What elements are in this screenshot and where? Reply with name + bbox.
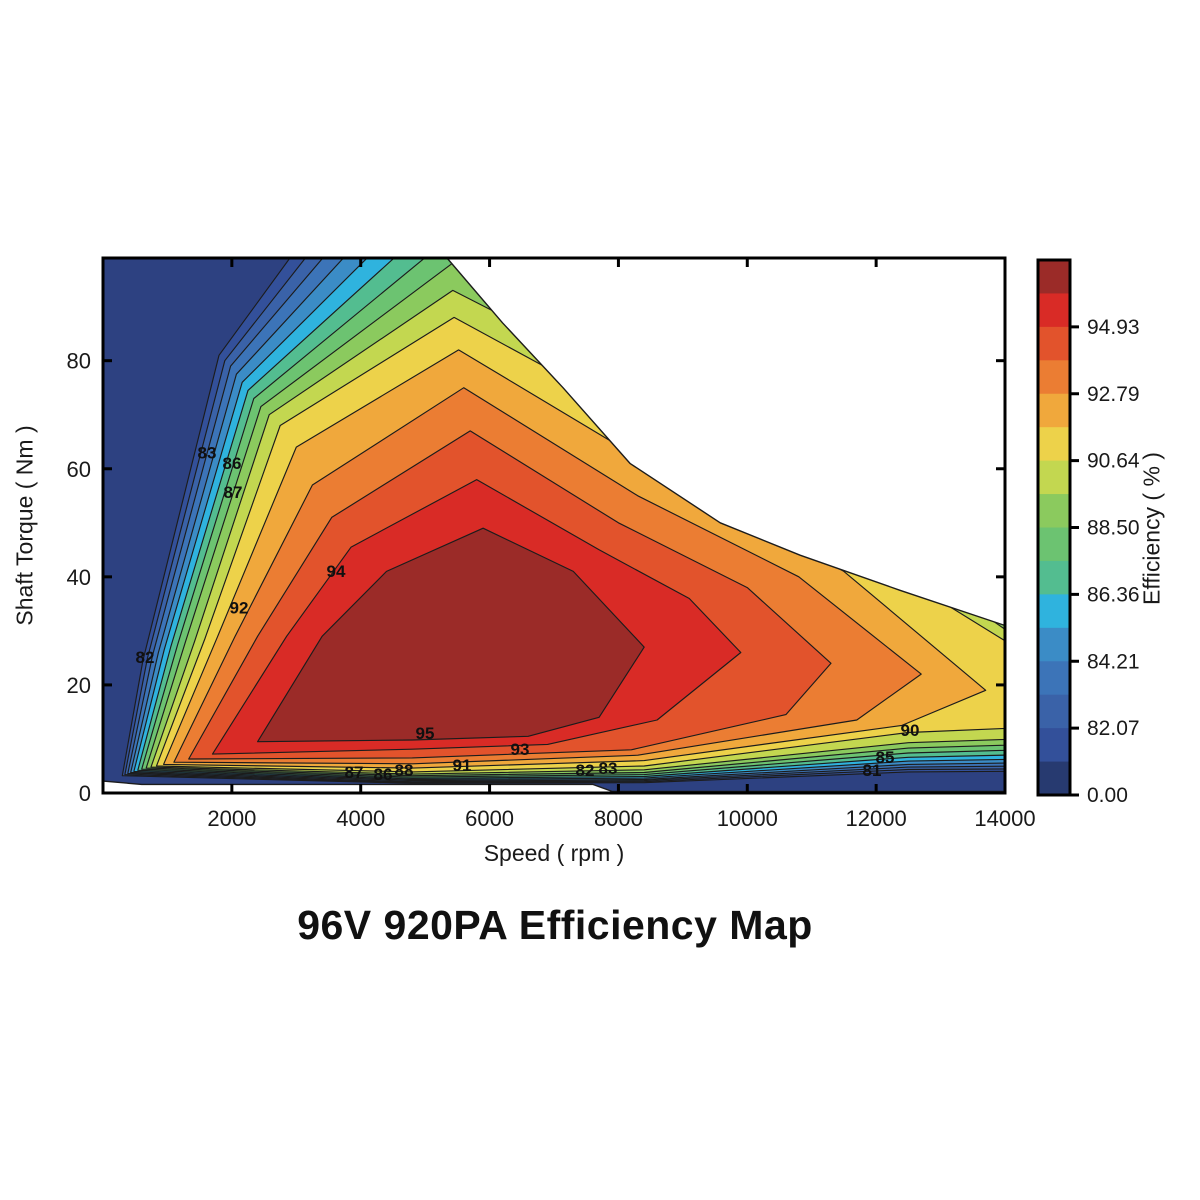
contour-label-92: 92 [230, 599, 249, 618]
colorbar-tick-label: 82.07 [1087, 717, 1140, 740]
colorbar-tick-label: 88.50 [1087, 517, 1140, 540]
x-axis-title: Speed ( rpm ) [483, 840, 625, 866]
colorbar-band [1038, 661, 1070, 696]
contour-label-86: 86 [223, 454, 242, 473]
colorbar-band [1038, 694, 1070, 729]
contour-label-82: 82 [576, 761, 595, 780]
y-axis-title: Shaft Torque ( Nm ) [11, 425, 38, 626]
contour-label-86: 86 [374, 765, 393, 784]
contour-label-83: 83 [599, 759, 618, 778]
colorbar-band [1038, 627, 1070, 662]
contour-bands [103, 258, 1005, 792]
contour-label-82: 82 [136, 648, 155, 667]
colorbar-band [1038, 594, 1070, 629]
y-tick-label: 20 [67, 673, 91, 698]
contour-label-87: 87 [345, 763, 364, 782]
colorbar-tick-label: 84.21 [1087, 650, 1140, 673]
colorbar-band [1038, 728, 1070, 763]
contour-label-81: 81 [863, 761, 882, 780]
chart-title: 96V 920PA Efficiency Map [297, 902, 813, 948]
colorbar-band [1038, 460, 1070, 495]
colorbar-band [1038, 761, 1070, 796]
contour-label-88: 88 [395, 761, 414, 780]
contour-label-94: 94 [327, 562, 346, 581]
x-tick-label: 8000 [594, 806, 643, 831]
contour-label-83: 83 [198, 444, 217, 463]
colorbar-band [1038, 293, 1070, 328]
colorbar-band [1038, 260, 1070, 295]
colorbar-band [1038, 326, 1070, 361]
contour-label-93: 93 [511, 740, 530, 759]
colorbar-band [1038, 393, 1070, 428]
contour-label-91: 91 [453, 756, 472, 775]
axis-ticks [103, 258, 1007, 795]
colorbar-band [1038, 494, 1070, 529]
contour-label-90: 90 [901, 721, 920, 740]
colorbar-band [1038, 360, 1070, 395]
contour-label-87: 87 [224, 483, 243, 502]
x-tick-label: 14000 [974, 806, 1035, 831]
y-tick-label: 40 [67, 565, 91, 590]
x-tick-label: 6000 [465, 806, 514, 831]
contour-label-95: 95 [415, 724, 434, 743]
y-tick-label: 0 [79, 781, 91, 806]
y-tick-label: 60 [67, 457, 91, 482]
x-tick-label: 2000 [207, 806, 256, 831]
colorbar: 94.93 92.79 90.64 88.50 86.36 84.21 82.07 0.00 [1036, 258, 1140, 807]
y-tick-label: 80 [67, 349, 91, 374]
plot-frame [101, 256, 1007, 795]
colorbar-tick-label: 94.93 [1087, 316, 1140, 339]
contour-band-95 [257, 527, 645, 743]
colorbar-title: Efficiency ( % ) [1138, 452, 1165, 605]
envelope-outline [102, 257, 1006, 793]
colorbar-tick-label: 86.36 [1087, 583, 1140, 606]
colorbar-tick-label: 0.00 [1087, 784, 1128, 807]
contour-label-85: 85 [876, 748, 895, 767]
colorbar-band [1038, 527, 1070, 562]
x-tick-label: 4000 [336, 806, 385, 831]
colorbar-band [1038, 427, 1070, 462]
x-tick-label: 12000 [846, 806, 907, 831]
x-tick-label: 10000 [717, 806, 778, 831]
colorbar-band [1038, 560, 1070, 595]
colorbar-tick-label: 92.79 [1087, 383, 1140, 406]
colorbar-tick-label: 90.64 [1087, 450, 1140, 473]
